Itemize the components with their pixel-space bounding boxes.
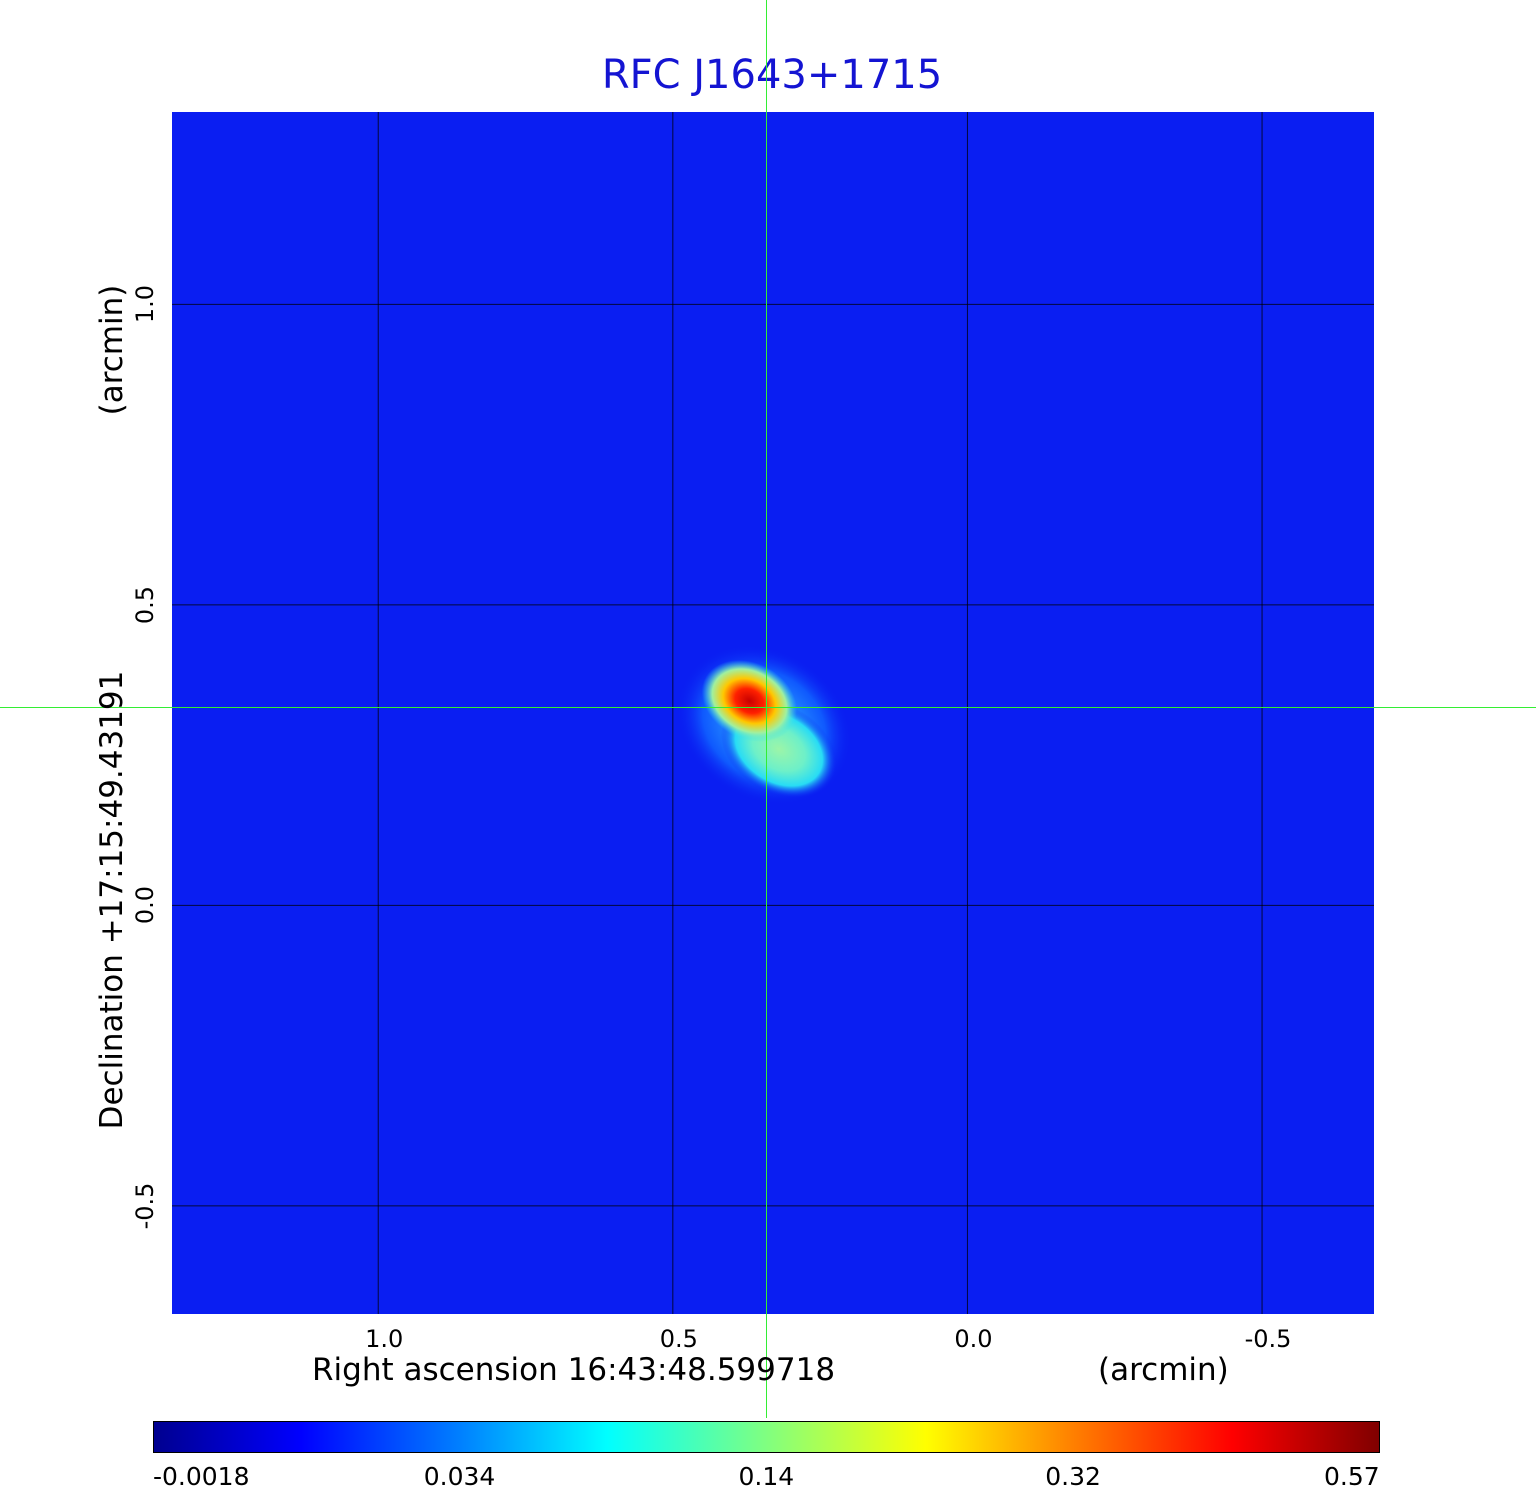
chart-title: RFC J1643+1715 xyxy=(601,52,943,98)
colorbar-tick-label-4: 0.57 xyxy=(1324,1462,1380,1491)
x-tick-label-2: 0.0 xyxy=(954,1325,993,1353)
x-tick-label-0: 1.0 xyxy=(365,1325,404,1353)
colorbar xyxy=(153,1421,1380,1453)
heatmap-plot-area xyxy=(172,112,1374,1314)
colorbar-tick-label-2: 0.14 xyxy=(738,1462,795,1491)
x-tick-label-3: -0.5 xyxy=(1244,1325,1292,1353)
crosshair-vertical xyxy=(766,0,767,1418)
x-axis-unit: (arcmin) xyxy=(1098,1352,1229,1388)
colorbar-tick-label-3: 0.32 xyxy=(1045,1462,1101,1491)
source-core xyxy=(701,660,798,742)
x-tick-label-1: 0.5 xyxy=(659,1325,698,1353)
colorbar-tick-label-0: -0.0018 xyxy=(153,1462,250,1491)
x-axis-label: Right ascension 16:43:48.599718 xyxy=(312,1352,836,1388)
colorbar-tick-label-1: 0.034 xyxy=(423,1462,496,1491)
crosshair-horizontal xyxy=(0,707,1536,708)
heatmap-svg xyxy=(172,112,1374,1314)
